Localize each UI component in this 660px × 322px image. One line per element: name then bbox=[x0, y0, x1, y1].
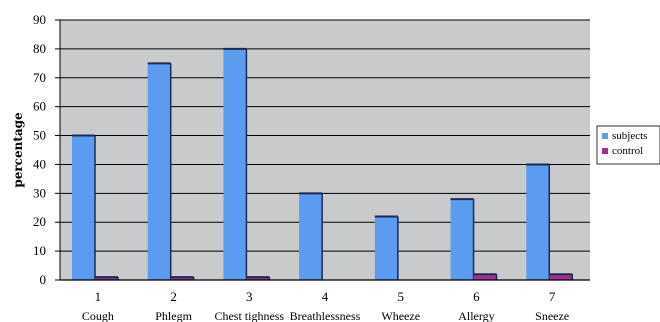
y-tick-label: 40 bbox=[33, 156, 46, 171]
x-category-name: Wheeze bbox=[381, 309, 420, 322]
bar-subjects bbox=[72, 135, 95, 280]
plot-background bbox=[60, 20, 590, 280]
bar-subjects bbox=[526, 164, 550, 280]
bars bbox=[72, 47, 574, 281]
x-tick-label: 1 bbox=[95, 289, 102, 304]
x-tick-label: 3 bbox=[246, 289, 253, 304]
bar-subjects bbox=[223, 48, 247, 281]
y-axis-title: percentage bbox=[11, 112, 25, 188]
legend: subjects control bbox=[596, 125, 660, 165]
x-category-name: Allergy bbox=[458, 309, 494, 322]
bar-subjects bbox=[147, 63, 171, 281]
y-tick-label: 50 bbox=[33, 128, 46, 143]
y-tick-label: 0 bbox=[40, 272, 47, 287]
bar-subjects bbox=[374, 216, 398, 280]
bar-subjects bbox=[299, 193, 323, 280]
y-tick-label: 10 bbox=[33, 243, 46, 258]
y-tick-labels: 0 10 20 30 40 50 60 70 80 90 bbox=[33, 12, 60, 287]
legend-label-subjects: subjects bbox=[612, 130, 647, 142]
y-tick-label: 60 bbox=[33, 99, 46, 114]
x-tick-label: 4 bbox=[322, 289, 329, 304]
y-tick-label: 30 bbox=[33, 185, 46, 200]
x-tick-label: 2 bbox=[170, 289, 177, 304]
y-tick-label: 90 bbox=[33, 12, 46, 27]
bar-control bbox=[170, 277, 194, 280]
x-tick-label: 6 bbox=[473, 289, 480, 304]
y-tick-label: 20 bbox=[33, 214, 46, 229]
x-category-name: Phlegm bbox=[155, 309, 192, 322]
y-tick-label: 70 bbox=[33, 70, 46, 85]
bar-control bbox=[246, 277, 270, 280]
x-category-name: Sneeze bbox=[535, 309, 569, 322]
x-tick-labels: 1 Cough 2 Phlegm 3 Chest tighness 4 Breathlessn… bbox=[82, 289, 569, 322]
legend-label-control: control bbox=[612, 145, 643, 157]
legend-swatch-subjects bbox=[602, 133, 608, 139]
legend-swatch-control bbox=[602, 148, 608, 154]
x-tick-label: 7 bbox=[549, 289, 556, 304]
bar-control bbox=[95, 277, 118, 280]
x-tick-label: 5 bbox=[397, 289, 404, 304]
bar-subjects bbox=[450, 199, 474, 280]
legend-box bbox=[596, 125, 660, 165]
x-category-name: Chest tighness bbox=[214, 309, 284, 322]
x-category-name: Breathlessness bbox=[290, 309, 361, 322]
bar-control bbox=[473, 274, 497, 280]
x-category-name: Cough bbox=[82, 309, 114, 322]
y-tick-label: 80 bbox=[33, 41, 46, 56]
bar-control bbox=[549, 274, 573, 280]
